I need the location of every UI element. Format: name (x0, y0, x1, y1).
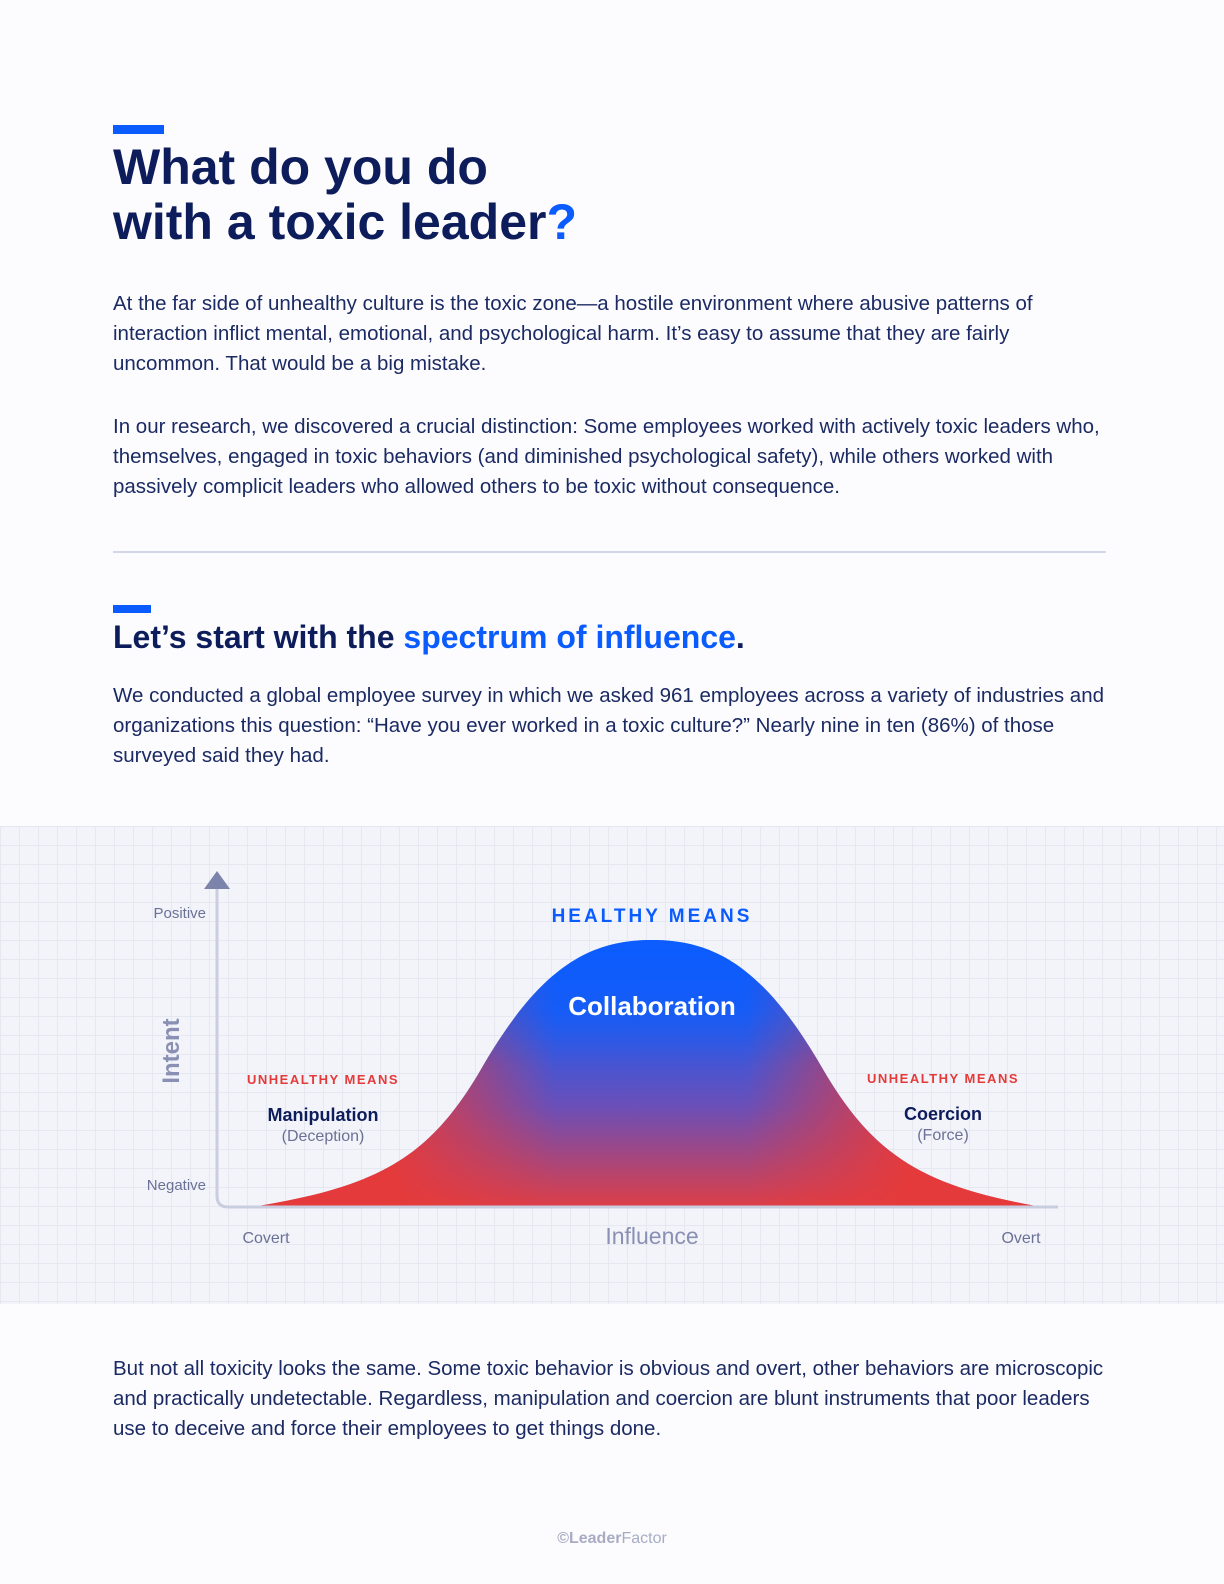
spectrum-diagram-svg: Positive Negative Intent Covert Overt In… (147, 871, 1058, 1249)
y-axis-arrow-icon (204, 871, 230, 889)
x-axis-right-label: Overt (1001, 1230, 1041, 1247)
x-axis-label: Influence (605, 1223, 698, 1249)
y-axis-bottom-label: Negative (147, 1177, 206, 1194)
section-title: Let’s start with the spectrum of influen… (113, 617, 745, 657)
section-title-highlight: spectrum of influence (403, 619, 736, 655)
intro-paragraph-1: At the far side of unhealthy culture is … (113, 292, 1033, 375)
coercion-label: Coercion (904, 1104, 982, 1124)
section-paragraph: We conducted a global employee survey in… (113, 684, 1104, 767)
closing-paragraph: But not all toxicity looks the same. Som… (113, 1357, 1104, 1440)
title-line-2: with a toxic leader (113, 194, 547, 250)
force-label: (Force) (917, 1127, 969, 1144)
y-axis-top-label: Positive (153, 905, 206, 922)
footer-brand: ©LeaderFactor (0, 1530, 1224, 1548)
section-title-suffix: . (735, 619, 745, 655)
section-title-prefix: Let’s start with the (113, 619, 404, 655)
section-divider (113, 551, 1106, 553)
title-accent-bar (113, 125, 164, 134)
title-question-mark: ? (546, 194, 578, 250)
axis-lines (215, 888, 1058, 1209)
section-accent-bar (113, 605, 151, 613)
intro-paragraph-2: In our research, we discovered a crucial… (113, 415, 1100, 498)
healthy-means-heading: HEALTHY MEANS (552, 906, 753, 927)
spectrum-diagram: Positive Negative Intent Covert Overt In… (0, 826, 1224, 1304)
footer-brand-light: Factor (621, 1530, 667, 1547)
page-title: What do you do with a toxic leader? (113, 140, 577, 250)
x-axis-left-label: Covert (242, 1230, 290, 1247)
left-unhealthy-heading: UNHEALTHY MEANS (247, 1072, 399, 1087)
right-unhealthy-heading: UNHEALTHY MEANS (867, 1071, 1019, 1086)
y-axis-label: Intent (158, 1018, 185, 1083)
title-line-1: What do you do (113, 139, 488, 195)
deception-label: (Deception) (282, 1128, 365, 1145)
footer-brand-bold: ©Leader (557, 1530, 622, 1547)
manipulation-label: Manipulation (268, 1105, 379, 1125)
collaboration-label: Collaboration (568, 991, 736, 1021)
